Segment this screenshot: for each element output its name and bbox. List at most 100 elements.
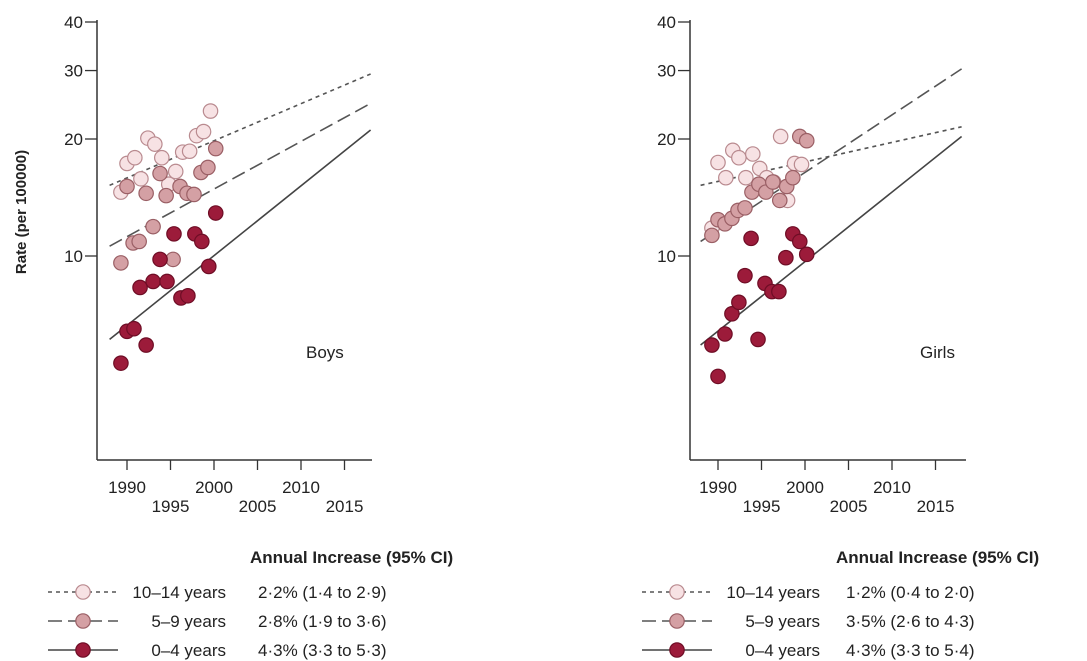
data-point <box>186 186 202 203</box>
data-point <box>113 355 129 371</box>
data-point <box>138 337 154 353</box>
data-point <box>158 187 174 204</box>
data-point <box>704 337 720 353</box>
legend-series-stat: 1·2% (0·4 to 2·0) <box>846 583 975 602</box>
data-point <box>765 174 781 190</box>
legend-series-name: 10–14 years <box>726 583 820 602</box>
data-point <box>710 154 726 171</box>
y-tick-label: 40 <box>64 13 83 32</box>
data-point <box>718 169 734 186</box>
legend-series-stat: 2·2% (1·4 to 2·9) <box>258 583 387 602</box>
data-point <box>772 128 789 145</box>
data-point <box>119 178 135 195</box>
data-point <box>131 233 147 250</box>
y-tick-label: 30 <box>657 62 676 81</box>
data-point <box>145 218 161 235</box>
data-point <box>207 140 224 157</box>
legend-marker <box>75 584 91 600</box>
trend-line <box>109 73 371 187</box>
data-point <box>126 320 142 337</box>
data-point <box>738 169 754 186</box>
legend-header: Annual Increase (95% CI) <box>836 548 1039 567</box>
data-point <box>113 255 129 271</box>
x-tick-label: 1990 <box>108 478 146 497</box>
x-tick-label: 2000 <box>195 478 233 497</box>
trend-line <box>700 135 963 346</box>
y-tick-label: 20 <box>64 130 83 149</box>
legend-series-name: 10–14 years <box>132 583 226 602</box>
data-point <box>181 143 198 160</box>
legend-series-stat: 4·3% (3·3 to 5·3) <box>258 641 387 660</box>
data-point <box>785 169 801 186</box>
data-point <box>159 273 175 290</box>
data-point <box>744 146 761 162</box>
trend-line <box>109 129 372 341</box>
panel-label: Girls <box>920 343 955 362</box>
data-point <box>771 192 788 209</box>
data-point <box>127 149 143 166</box>
data-point <box>200 159 216 176</box>
data-point <box>200 258 217 275</box>
data-point <box>152 251 168 268</box>
legend-series-stat: 2·8% (1·9 to 3·6) <box>258 612 387 631</box>
data-point <box>147 136 163 152</box>
data-point <box>167 163 184 180</box>
x-tick-label: 2010 <box>282 478 320 497</box>
data-point <box>152 165 168 182</box>
x-tick-label: 2015 <box>917 497 955 516</box>
legend-marker <box>75 642 91 658</box>
data-point <box>737 267 753 284</box>
y-tick-label: 10 <box>657 247 676 266</box>
data-point <box>724 306 740 322</box>
data-point <box>207 205 224 221</box>
y-axis-label: Rate (per 100000) <box>13 150 30 274</box>
data-point <box>195 123 212 140</box>
data-point <box>132 279 148 296</box>
data-point <box>798 132 815 149</box>
data-point <box>737 200 753 216</box>
y-tick-label: 20 <box>657 130 676 149</box>
x-tick-label: 1995 <box>743 497 781 516</box>
data-point <box>133 170 149 187</box>
legend-header: Annual Increase (95% CI) <box>250 548 453 567</box>
y-tick-label: 30 <box>64 62 83 81</box>
legend-marker <box>669 613 685 629</box>
x-tick-label: 2005 <box>830 497 868 516</box>
data-point <box>202 103 219 119</box>
data-point <box>704 227 720 244</box>
legend-series-name: 0–4 years <box>745 641 820 660</box>
x-tick-label: 1995 <box>152 497 190 516</box>
data-point <box>791 233 808 250</box>
data-point <box>798 246 815 263</box>
legend-marker <box>75 613 91 629</box>
data-point <box>731 149 747 166</box>
x-tick-label: 2005 <box>239 497 277 516</box>
data-point <box>154 149 170 166</box>
x-tick-label: 2010 <box>873 478 911 497</box>
legend-series-stat: 3·5% (2·6 to 4·3) <box>846 612 975 631</box>
legend-series-name: 5–9 years <box>745 612 820 631</box>
data-point <box>793 156 810 173</box>
y-tick-label: 40 <box>657 13 676 32</box>
legend-marker <box>669 642 685 658</box>
y-tick-label: 10 <box>64 247 83 266</box>
data-point <box>194 233 210 250</box>
data-point <box>165 251 181 268</box>
legend-series-name: 0–4 years <box>151 641 226 660</box>
girls-panel: 10 20 30 40 1990 2000 2010 1995 2005 2015 Girls Ann… <box>642 13 1039 660</box>
data-point <box>731 294 747 311</box>
legend-series-stat: 4·3% (3·3 to 5·4) <box>846 641 975 660</box>
legend-series-name: 5–9 years <box>151 612 226 631</box>
boys-panel: 10 20 30 40 1990 2000 2010 1995 2005 2015 Boys Annu… <box>48 13 453 660</box>
data-point <box>778 249 794 266</box>
x-tick-label: 2015 <box>326 497 364 516</box>
panel-label: Boys <box>306 343 344 362</box>
data-point <box>710 368 726 385</box>
data-point <box>166 226 182 242</box>
data-point <box>717 326 733 342</box>
data-point <box>771 283 787 300</box>
x-tick-label: 2000 <box>786 478 824 497</box>
x-tick-label: 1990 <box>699 478 737 497</box>
legend-marker <box>669 584 685 600</box>
